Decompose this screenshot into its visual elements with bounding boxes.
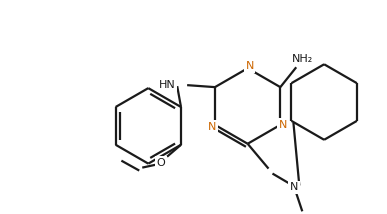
Text: N: N xyxy=(245,61,254,71)
Text: N: N xyxy=(208,122,216,132)
Text: O: O xyxy=(157,158,166,168)
Text: HN: HN xyxy=(158,80,175,90)
Text: NH₂: NH₂ xyxy=(291,54,313,64)
Text: N: N xyxy=(290,183,298,192)
Text: N: N xyxy=(279,120,288,130)
